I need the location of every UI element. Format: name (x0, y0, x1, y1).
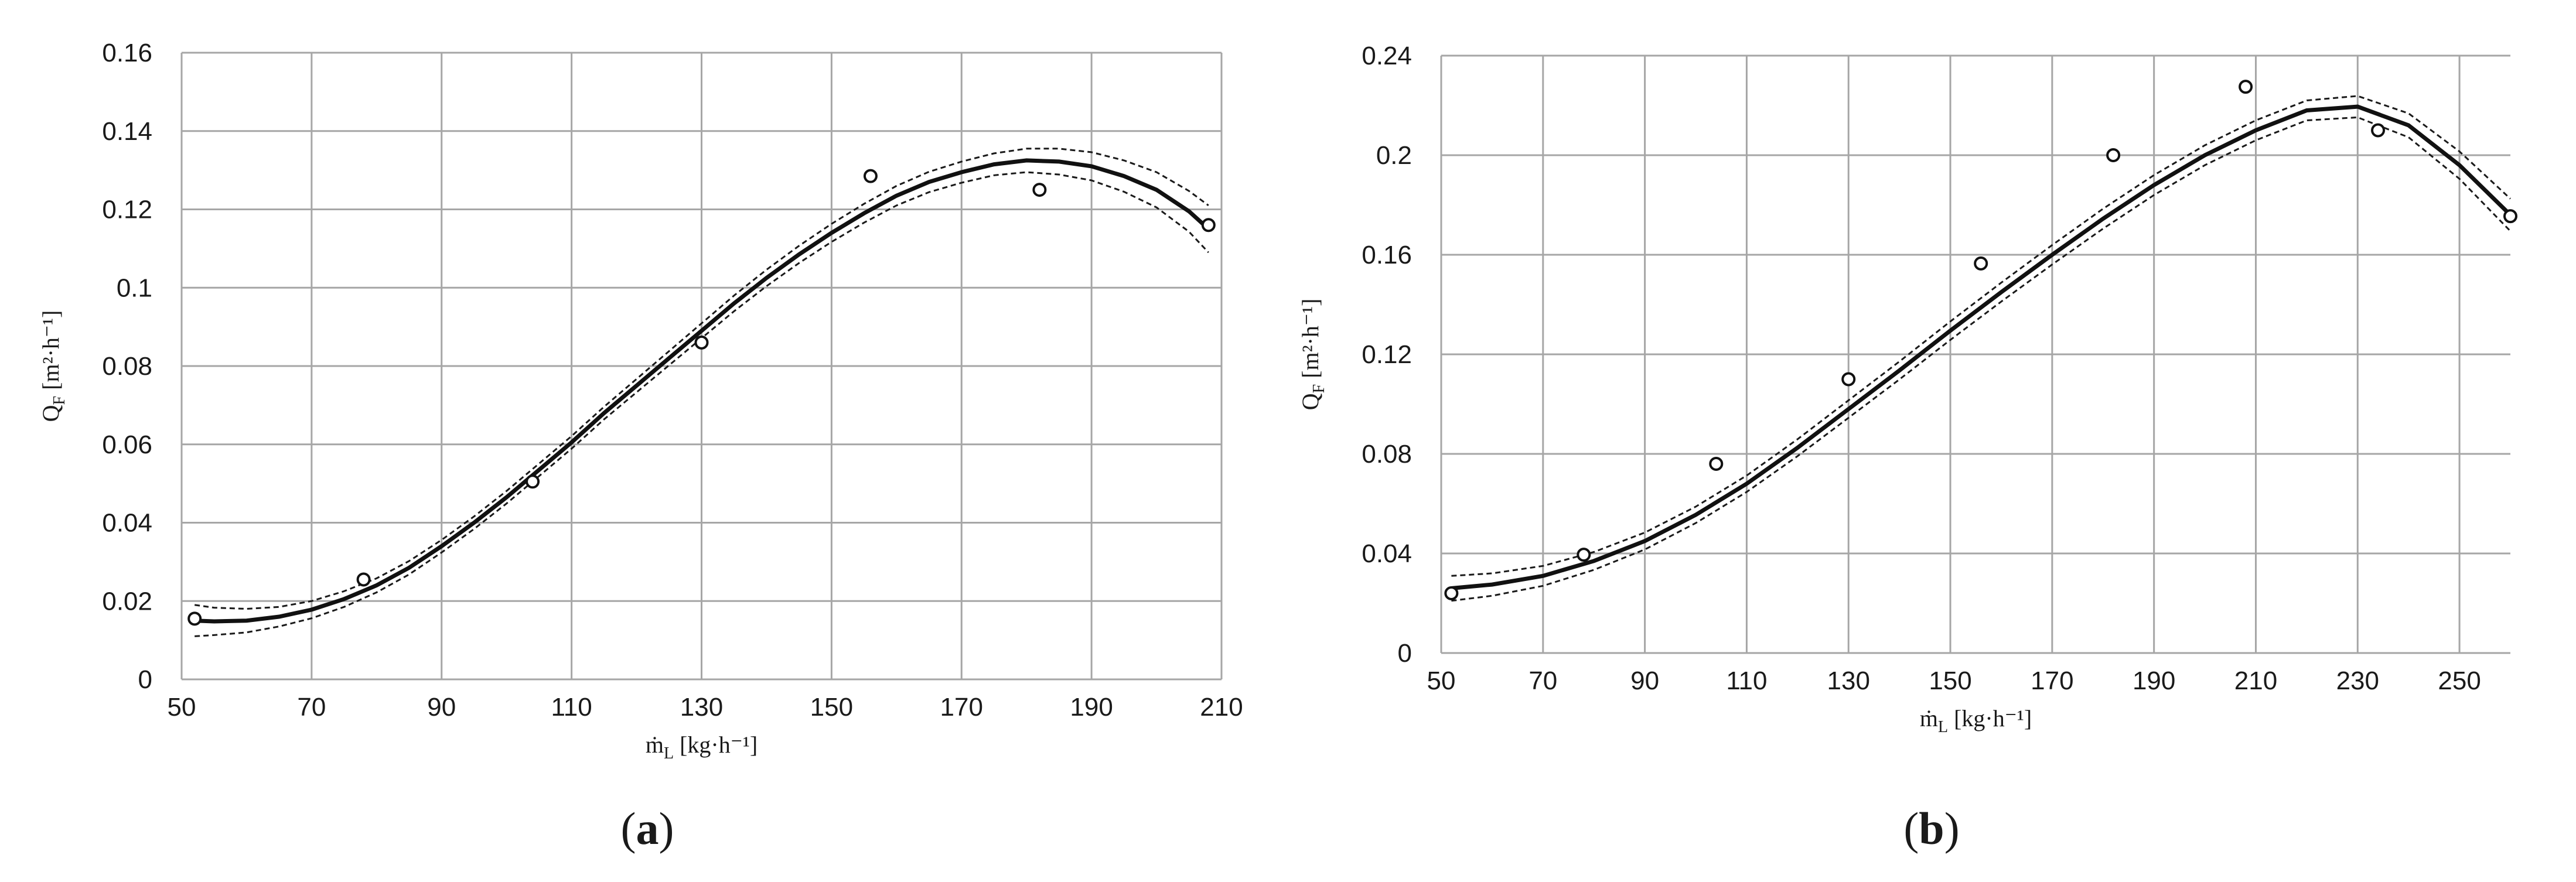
y-tick-label: 0.08 (102, 352, 152, 381)
x-tick-label: 250 (2438, 666, 2481, 695)
x-tick-label: 210 (2234, 666, 2277, 695)
y-tick-label: 0 (1398, 639, 1412, 668)
y-tick-label: 0.04 (1362, 539, 1412, 568)
data-point (1577, 548, 1591, 562)
chart-b-svg: 50 70 90 110 130 150 170 190 210 230 250 0 0.04 0.08 0… (1297, 42, 2517, 736)
data-point (1032, 183, 1047, 197)
x-tick-label: 130 (1827, 666, 1870, 695)
y-tick-label: 0.24 (1362, 42, 1412, 70)
x-tick-label: 90 (427, 693, 456, 722)
y-tick-label: 0.06 (102, 430, 152, 459)
data-point (2371, 123, 2386, 138)
data-point (526, 474, 540, 489)
x-tick-label: 110 (551, 693, 592, 722)
y-axis-label: QF [m²·h⁻¹] (1297, 299, 1328, 411)
data-point (694, 335, 709, 350)
y-tick-label: 0.12 (102, 196, 152, 224)
fitted-curve (1451, 104, 2512, 590)
upper-confidence-band (1451, 95, 2512, 577)
x-tick-label: 70 (297, 693, 326, 722)
x-tick-label: 230 (2336, 666, 2379, 695)
lower-confidence-band (1451, 116, 2512, 602)
panel-label-b: (b) (1903, 803, 1960, 854)
upper-confidence-band (194, 148, 1209, 610)
x-tick-label: 190 (2133, 666, 2175, 695)
y-tick-label: 0.14 (102, 117, 152, 146)
y-tick-label: 0.02 (102, 587, 152, 616)
y-tick-label: 0 (138, 665, 152, 694)
x-tick-label: 130 (680, 693, 723, 722)
data-point (1201, 218, 1216, 233)
x-tick-label: 90 (1630, 666, 1659, 695)
y-tick-label: 0.16 (1362, 241, 1412, 269)
x-tick-label: 50 (168, 693, 196, 722)
data-point (1709, 457, 1724, 471)
x-axis-label: ṁL [kg·h⁻¹] (1920, 705, 2032, 736)
fitted-curve (195, 158, 1210, 624)
x-tick-label: 150 (1929, 666, 1971, 695)
x-tick-label: 170 (2031, 666, 2073, 695)
panel-label-a: (a) (620, 803, 674, 854)
data-point (2239, 80, 2253, 94)
x-tick-label: 190 (1070, 693, 1113, 722)
y-tick-label: 0.2 (1376, 141, 1412, 170)
x-tick-label: 170 (940, 693, 983, 722)
data-point (863, 169, 878, 183)
data-point (356, 572, 371, 587)
chart-panel-a: 50 70 90 110 130 150 170 190 210 0 0.02 0.04 0.06 0.0… (37, 39, 1243, 854)
x-tick-label: 70 (1528, 666, 1557, 695)
chart-panel-b: 50 70 90 110 130 150 170 190 210 230 250 0 0.04 0.08 0… (1289, 0, 2576, 882)
data-point (187, 611, 202, 626)
y-tick-label: 0.16 (102, 39, 152, 67)
x-tick-label: 210 (1200, 693, 1243, 722)
data-point (1841, 372, 1856, 387)
y-tick-label: 0.12 (1362, 340, 1412, 369)
y-tick-label: 0.08 (1362, 440, 1412, 469)
data-point (2106, 148, 2121, 162)
x-tick-label: 150 (810, 693, 853, 722)
x-tick-label: 110 (1726, 666, 1767, 695)
y-tick-label: 0.1 (117, 274, 152, 302)
data-point (1974, 256, 1988, 271)
x-axis-label: ṁL [kg·h⁻¹] (646, 731, 758, 763)
y-axis-label: QF [m²·h⁻¹] (37, 310, 69, 422)
chart-a-svg: 50 70 90 110 130 150 170 190 210 0 0.02 0.04 0.06 0.0… (37, 39, 1243, 763)
data-point (2503, 209, 2517, 224)
data-point (1444, 586, 1459, 600)
y-tick-label: 0.04 (102, 509, 152, 538)
x-tick-label: 50 (1427, 666, 1456, 695)
